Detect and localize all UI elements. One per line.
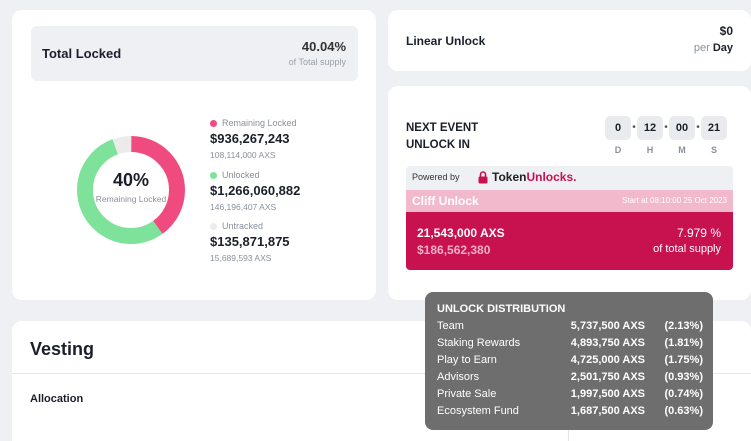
legend-axs: 15,689,593 AXS: [210, 253, 272, 263]
tooltip-row-name: Play to Earn: [437, 354, 497, 366]
brand-name-unlocks: Unlocks.: [526, 170, 577, 184]
tooltip-row-percent: (2.13%): [664, 320, 703, 332]
cliff-amount-usd: $186,562,380: [417, 243, 491, 257]
linear-unlock-value: $0: [719, 24, 733, 38]
linear-unlock-rate: per Day: [694, 42, 733, 54]
countdown-minutes: 00 M: [669, 116, 695, 155]
tooltip-row-name: Advisors: [437, 371, 480, 383]
vesting-title: Vesting: [30, 339, 95, 359]
legend-axs: 108,114,000 AXS: [210, 150, 276, 160]
countdown-separator: •: [632, 122, 636, 133]
total-locked-title: Total Locked: [42, 46, 122, 61]
unlock-distribution-tooltip: UNLOCK DISTRIBUTION Team 5,737,500 AXS (…: [425, 292, 713, 430]
countdown-separator: •: [696, 122, 700, 133]
linear-unlock-unit: Day: [712, 42, 733, 54]
countdown-value: 00: [669, 116, 695, 140]
tooltip-row-name: Private Sale: [437, 388, 497, 400]
countdown-label: M: [678, 145, 686, 155]
next-event-title: NEXT EVENT UNLOCK IN: [406, 122, 479, 151]
tooltip-row: Play to Earn 4,725,000 AXS (1.75%): [437, 354, 703, 371]
legend-axs: 146,196,407 AXS: [210, 202, 277, 212]
total-locked-percent: 40.04%: [301, 39, 346, 54]
legend-remaining-locked: Remaining Locked $936,267,243 108,114,00…: [210, 118, 297, 160]
countdown-value: 0: [605, 116, 631, 140]
cliff-unlock-details[interactable]: 21,543,000 AXS $186,562,380 7.979 % of t…: [406, 212, 733, 270]
countdown-label: S: [710, 145, 717, 155]
allocation-heading: Allocation: [30, 393, 84, 405]
countdown-separator: •: [664, 122, 668, 133]
brand-name-token: Token: [492, 170, 527, 184]
cliff-percent: 7.979 %: [676, 226, 721, 240]
tooltip-row-name: Staking Rewards: [437, 337, 521, 349]
legend-unlocked: Unlocked $1,266,060,882 146,196,407 AXS: [210, 170, 300, 212]
tooltip-row-name: Team: [437, 320, 464, 332]
tokenunlocks-logo[interactable]: Token Unlocks.: [478, 170, 576, 184]
countdown-hours: 12 H: [637, 116, 663, 155]
linear-unlock-per: per: [693, 42, 710, 54]
tooltip-row-amount: 4,893,750 AXS: [570, 337, 645, 349]
donut-segment-unlocked[interactable]: [77, 136, 185, 244]
total-locked-card: Total Locked 40.04% of Total supply 40% …: [12, 10, 376, 300]
total-locked-sub: of Total supply: [288, 57, 346, 67]
linear-unlock-title: Linear Unlock: [406, 34, 486, 48]
cliff-percent-sub: of total supply: [653, 243, 721, 255]
legend-label: Untracked: [222, 221, 264, 231]
supply-donut-chart[interactable]: [76, 135, 186, 245]
tooltip-row-percent: (1.81%): [664, 337, 703, 349]
total-locked-summary: Total Locked 40.04% of Total supply: [31, 26, 358, 81]
linear-unlock-card: Linear Unlock $0 per Day: [388, 10, 751, 71]
tooltip-row-amount: 5,737,500 AXS: [570, 320, 645, 332]
tooltip-row-name: Ecosystem Fund: [437, 405, 519, 417]
countdown-label: D: [614, 145, 622, 155]
tooltip-row-amount: 1,997,500 AXS: [570, 388, 645, 400]
tooltip-row-percent: (0.74%): [664, 388, 703, 400]
countdown-value: 21: [701, 116, 727, 140]
lock-icon: [478, 170, 488, 183]
cliff-amount-axs: 21,543,000 AXS: [417, 226, 505, 240]
legend-label: Remaining Locked: [222, 118, 297, 128]
tooltip-row-amount: 4,725,000 AXS: [570, 354, 645, 366]
tooltip-title: UNLOCK DISTRIBUTION: [437, 303, 566, 315]
divider: [12, 373, 751, 374]
tooltip-row: Advisors 2,501,750 AXS (0.93%): [437, 371, 703, 388]
countdown-timer: 0 D • 12 H • 00 M • 21 S: [605, 116, 727, 155]
tooltip-row: Private Sale 1,997,500 AXS (0.74%): [437, 388, 703, 405]
unlocked-dot: [210, 171, 217, 179]
remaining-locked-dot: [210, 119, 217, 127]
tooltip-row: Ecosystem Fund 1,687,500 AXS (0.63%): [437, 405, 703, 422]
cliff-unlock-start: Start at 08:10:00 25 Oct 2023: [622, 196, 727, 205]
tooltip-row-amount: 2,501,750 AXS: [570, 371, 645, 383]
legend-value: $936,267,243: [210, 131, 290, 146]
tooltip-row: Team 5,737,500 AXS (2.13%): [437, 320, 703, 337]
cliff-unlock-header: Cliff Unlock Start at 08:10:00 25 Oct 20…: [406, 190, 733, 212]
legend-value: $135,871,875: [210, 234, 290, 249]
powered-by-bar: Powered by Token Unlocks.: [406, 166, 733, 190]
countdown-seconds: 21 S: [701, 116, 727, 155]
tooltip-row: Staking Rewards 4,893,750 AXS (1.81%): [437, 337, 703, 354]
donut-segment-untracked[interactable]: [77, 136, 185, 244]
legend-value: $1,266,060,882: [210, 183, 301, 198]
tooltip-row-percent: (1.75%): [664, 354, 703, 366]
cliff-unlock-title: Cliff Unlock: [412, 194, 479, 208]
tooltip-row-percent: (0.63%): [664, 405, 703, 417]
untracked-dot: [210, 222, 217, 230]
next-event-card: NEXT EVENT UNLOCK IN 0 D • 12 H • 00 M •…: [388, 86, 751, 300]
powered-by-text: Powered by: [412, 172, 460, 182]
legend-untracked: Untracked $135,871,875 15,689,593 AXS: [210, 221, 290, 263]
countdown-value: 12: [637, 116, 663, 140]
countdown-label: H: [646, 145, 654, 155]
tooltip-row-amount: 1,687,500 AXS: [570, 405, 645, 417]
tooltip-row-percent: (0.93%): [664, 371, 703, 383]
donut-center-percent: 40%: [112, 170, 150, 190]
donut-center-label: Remaining Locked: [95, 194, 167, 204]
legend-label: Unlocked: [222, 170, 260, 180]
countdown-days: 0 D: [605, 116, 631, 155]
